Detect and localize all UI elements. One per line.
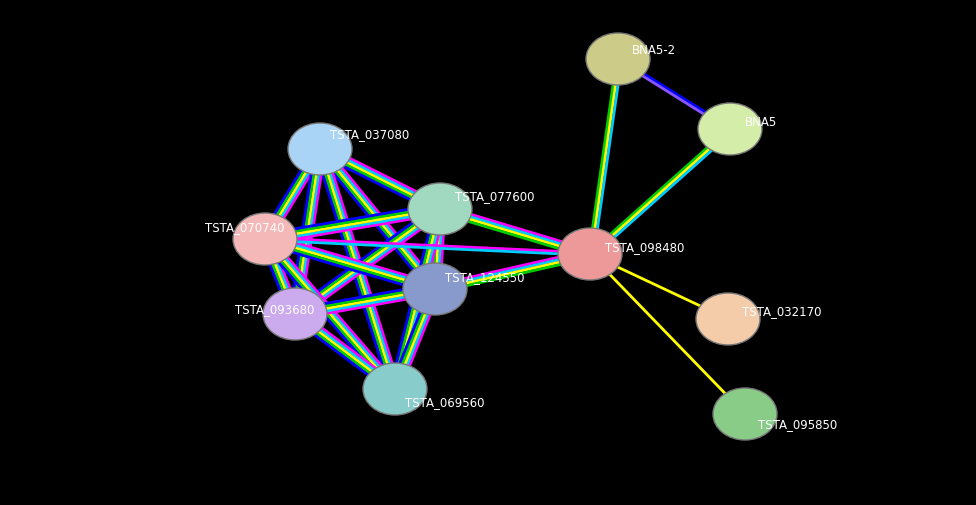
Text: TSTA_124550: TSTA_124550 xyxy=(445,271,524,284)
Ellipse shape xyxy=(233,214,297,266)
Ellipse shape xyxy=(288,124,352,176)
Text: TSTA_037080: TSTA_037080 xyxy=(330,128,409,141)
Ellipse shape xyxy=(403,264,467,316)
Text: TSTA_095850: TSTA_095850 xyxy=(758,418,837,431)
Text: TSTA_077600: TSTA_077600 xyxy=(455,190,535,203)
Text: TSTA_093680: TSTA_093680 xyxy=(235,303,314,316)
Text: TSTA_069560: TSTA_069560 xyxy=(405,396,484,409)
Ellipse shape xyxy=(363,363,427,415)
Ellipse shape xyxy=(696,293,760,345)
Ellipse shape xyxy=(586,34,650,86)
Text: BNA5-2: BNA5-2 xyxy=(632,43,676,57)
Ellipse shape xyxy=(408,184,472,235)
Text: TSTA_032170: TSTA_032170 xyxy=(742,305,822,318)
Ellipse shape xyxy=(558,229,622,280)
Text: TSTA_070740: TSTA_070740 xyxy=(205,221,284,234)
Text: BNA5: BNA5 xyxy=(745,115,777,128)
Ellipse shape xyxy=(698,104,762,156)
Ellipse shape xyxy=(713,388,777,440)
Text: TSTA_098480: TSTA_098480 xyxy=(605,241,684,254)
Ellipse shape xyxy=(263,288,327,340)
